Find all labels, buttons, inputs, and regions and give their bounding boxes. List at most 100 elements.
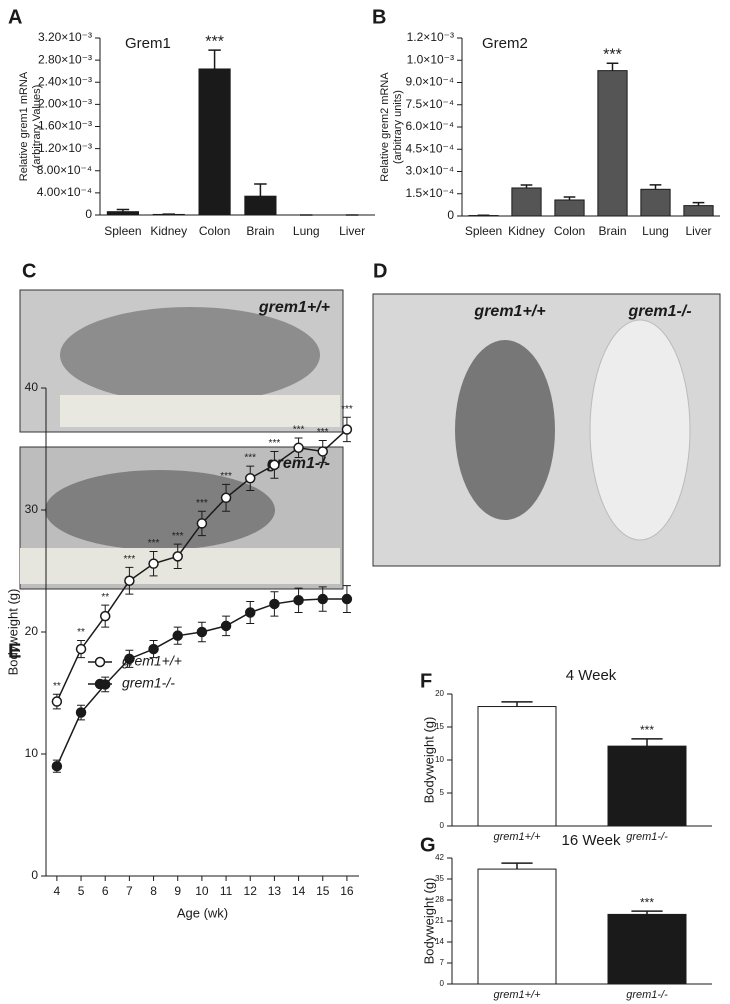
marker [148,558,159,569]
photo-label: grem1+/+ [473,303,545,320]
bar [640,188,671,217]
x-tick-label: 15 [316,884,330,898]
annotation: *** [640,895,654,909]
bar [607,913,687,985]
x-tick-label: 11 [220,884,233,898]
annotation: *** [244,453,256,464]
mouse-shape [455,340,555,520]
bar [477,868,557,985]
x-tick-label: grem1+/+ [493,989,541,1001]
x-tick-label: 9 [174,884,181,898]
chart-title: 4 Week [566,667,617,684]
bar [607,745,687,827]
error-bar [631,738,663,747]
legend-label: grem1+/+ [122,653,182,669]
error-bar [501,862,533,870]
y-tick-label: 15 [435,722,444,731]
marker [99,610,111,622]
y-tick-label: 0 [440,821,445,830]
y-tick-label: 7.5×10⁻⁴ [405,97,454,111]
y-tick-label: 4.5×10⁻⁴ [405,141,454,155]
annotation: *** [205,33,224,50]
x-tick-label: Liver [339,224,365,238]
y-tick-label: 8.00×10⁻⁴ [37,163,92,177]
x-tick-label: Spleen [465,224,502,238]
y-tick-label: 21 [435,916,444,925]
y-tick-label: 2.80×10⁻³ [38,52,92,66]
marker [269,598,280,610]
y-tick-label: 42 [435,853,444,862]
marker [244,607,256,618]
annotation: ** [53,681,61,692]
legend-marker [94,656,106,668]
y-tick-label: 28 [435,895,444,904]
x-tick-label: Kidney [508,224,545,238]
panel-letter: E [8,640,21,662]
x-tick-label: 5 [78,884,85,898]
bar [477,706,557,827]
annotation: *** [124,554,136,565]
x-tick-label: Colon [199,224,230,238]
y-tick-label: 2.00×10⁻³ [38,97,92,111]
marker [293,442,304,454]
marker [148,643,159,655]
mouse-shape [45,470,275,550]
x-tick-label: 4 [54,884,61,898]
y-axis-label: Bodyweight (g) [5,589,20,676]
x-tick-label: grem1-/- [626,989,668,1001]
marker [269,459,280,471]
chart-title: Grem1 [125,35,171,52]
chart-title: 16 Week [562,832,621,849]
error-bar [563,196,576,200]
annotation: ** [77,627,85,638]
error-bar [649,184,662,190]
bar [597,70,628,217]
marker [317,446,328,457]
annotation: *** [640,723,654,737]
marker [124,575,135,587]
panel-letter: C [22,260,36,282]
marker [293,595,304,606]
y-axis-label: Relative grem1 mRNA [18,71,30,181]
bar [198,68,231,216]
panel-letter: G [420,834,436,856]
x-axis-label: Age (wk) [177,905,228,920]
annotation: *** [148,538,160,549]
y-tick-label: 2.40×10⁻³ [38,74,92,88]
x-tick-label: 6 [102,884,109,898]
annotation: *** [293,425,305,436]
x-tick-label: Kidney [150,224,187,238]
mouse-shape [589,319,691,541]
annotation: ** [101,592,109,603]
y-tick-label: 1.20×10⁻³ [38,141,92,155]
x-tick-label: 16 [340,884,354,898]
marker [51,760,63,772]
y-tick-label: 1.2×10⁻³ [407,30,454,44]
marker [75,707,87,718]
annotation: *** [172,531,184,542]
x-tick-label: grem1-/- [626,831,668,843]
y-tick-label: 20 [435,689,444,698]
error-bar [208,49,221,69]
error-bar [606,62,619,71]
legend-label: grem1-/- [122,675,175,691]
y-tick-label: 1.60×10⁻³ [38,119,92,133]
panel-letter: F [420,670,432,692]
legend-marker [94,678,106,690]
y-tick-label: 1.5×10⁻⁴ [405,186,454,200]
y-tick-label: 9.0×10⁻⁴ [405,75,454,89]
x-tick-label: grem1+/+ [493,831,541,843]
y-tick-label: 10 [435,755,444,764]
y-tick-label: 40 [25,380,39,394]
y-tick-label: 3.0×10⁻⁴ [405,164,454,178]
y-tick-label: 20 [25,624,39,638]
error-bar [520,184,533,188]
x-tick-label: 10 [195,884,209,898]
y-tick-label: 0 [31,868,38,882]
annotation: *** [269,438,281,449]
x-tick-label: Lung [293,224,320,238]
y-tick-label: 0 [440,979,445,988]
panel-letter: A [8,6,22,28]
ruler [60,395,340,427]
chart-title: Grem2 [482,35,528,52]
